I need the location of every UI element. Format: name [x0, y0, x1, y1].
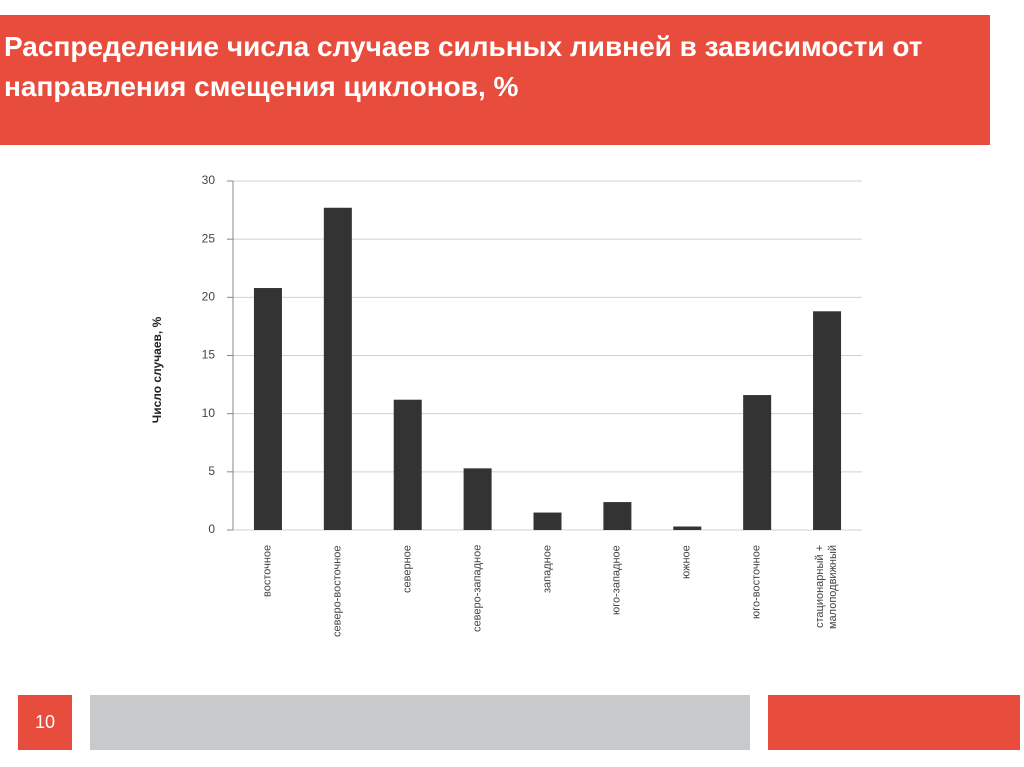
y-tick-label: 15 — [202, 348, 216, 362]
bar — [813, 311, 842, 530]
y-tick-label: 5 — [208, 464, 215, 478]
y-tick-label: 0 — [208, 522, 215, 536]
x-tick-label: восточное — [261, 545, 274, 598]
bar — [393, 399, 422, 530]
y-tick-label: 30 — [202, 173, 216, 187]
bar — [673, 526, 702, 530]
bar — [603, 502, 632, 530]
bar — [323, 207, 352, 531]
bar — [253, 288, 282, 530]
x-tick-label: юго-западное — [610, 545, 623, 615]
footer-bar — [768, 695, 1020, 750]
y-tick-label: 20 — [202, 290, 216, 304]
x-tick-label: юго-восточное — [750, 545, 763, 619]
slide-title: Распределение числа случаев сильных ливн… — [0, 15, 990, 145]
x-tick-label: северо-западное — [471, 545, 484, 633]
x-tick-label: северное — [401, 545, 414, 593]
y-tick-label: 25 — [202, 231, 216, 245]
x-tick-label: южное — [680, 545, 693, 579]
bar — [743, 395, 772, 530]
x-tick-label: стационарный + малоподвижный — [814, 545, 840, 630]
footer-bar — [90, 695, 750, 750]
bar — [463, 468, 492, 530]
x-tick-label: северо-восточное — [331, 545, 344, 637]
slide-number: 10 — [18, 695, 72, 750]
y-tick-label: 10 — [202, 406, 216, 420]
bar — [533, 512, 562, 530]
y-axis-label: Число случаев, % — [150, 316, 164, 423]
x-tick-label: западное — [541, 545, 553, 593]
